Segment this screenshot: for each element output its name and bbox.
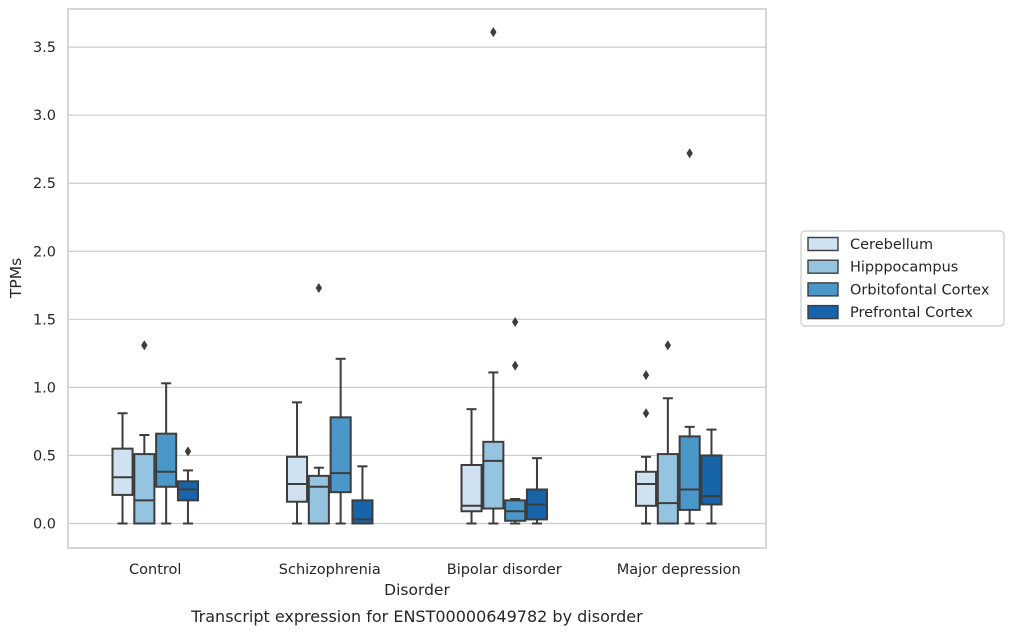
legend-box bbox=[800, 230, 1005, 327]
legend-label: Hipppocampus bbox=[850, 260, 958, 276]
box-1-3 bbox=[656, 340, 679, 525]
outlier-point bbox=[511, 317, 519, 328]
box-0-2 bbox=[460, 408, 483, 525]
legend-swatch bbox=[807, 236, 839, 252]
y-axis-title: TPMs bbox=[7, 258, 25, 299]
box-1-1 bbox=[307, 283, 330, 525]
legend-label: Orbitofontal Cortex bbox=[850, 282, 990, 298]
box-body bbox=[678, 435, 701, 511]
outlier-point bbox=[184, 446, 192, 457]
y-tick-label: 1.5 bbox=[33, 312, 56, 328]
box-body bbox=[307, 474, 330, 525]
box-3-1 bbox=[351, 465, 374, 525]
box-body bbox=[482, 440, 505, 510]
outlier-point bbox=[315, 283, 323, 294]
box-2-2 bbox=[504, 317, 527, 525]
box-1-2 bbox=[482, 27, 505, 525]
x-axis-title: Disorder bbox=[384, 581, 450, 599]
box-0-1 bbox=[285, 401, 309, 525]
legend-swatch bbox=[807, 282, 839, 297]
outlier-point bbox=[686, 148, 693, 159]
chart-caption: Transcript expression for ENST0000064978… bbox=[190, 607, 643, 626]
box-3-2 bbox=[525, 457, 549, 525]
outlier-point bbox=[642, 370, 650, 381]
box-body bbox=[351, 499, 374, 525]
outlier-point bbox=[511, 360, 519, 371]
y-tick-label: 0.0 bbox=[33, 517, 56, 533]
y-tick-label: 3.0 bbox=[33, 108, 56, 124]
box-body bbox=[460, 463, 483, 513]
box-2-1 bbox=[329, 357, 352, 525]
box-body bbox=[634, 470, 658, 507]
x-tick-label: Bipolar disorder bbox=[447, 562, 562, 578]
box-body bbox=[176, 480, 200, 502]
legend-swatch bbox=[807, 259, 839, 274]
x-tick-labels: Control Schizophrenia Bipolar disorder Majo… bbox=[129, 562, 741, 578]
legend: Cerebellum Hipppocampus Orbitofontal Corte… bbox=[800, 230, 1005, 327]
legend-label: Cerebellum bbox=[850, 237, 933, 253]
y-tick-label: 1.0 bbox=[33, 380, 56, 396]
x-tick-label: Major depression bbox=[617, 562, 741, 578]
y-tick-label: 0.5 bbox=[33, 448, 56, 464]
box-body bbox=[285, 455, 309, 503]
y-tick-label: 3.5 bbox=[33, 40, 56, 56]
x-tick-label: Control bbox=[129, 562, 181, 578]
box-body bbox=[700, 454, 723, 506]
legend-label: Prefrontal Cortex bbox=[850, 305, 973, 321]
box-3-3 bbox=[700, 428, 723, 525]
box-2-3 bbox=[678, 148, 701, 525]
boxes bbox=[111, 27, 723, 525]
y-tick-label: 2.0 bbox=[33, 244, 56, 260]
box-body bbox=[656, 453, 679, 525]
box-1-0 bbox=[133, 340, 156, 525]
box-0-3 bbox=[634, 370, 658, 525]
box-0-0 bbox=[111, 412, 134, 525]
y-tick-label: 2.5 bbox=[33, 176, 56, 192]
plot-frame bbox=[67, 8, 767, 549]
y-tick-labels: 0.0 0.5 1.0 1.5 2.0 2.5 3.0 3.5 bbox=[33, 40, 56, 532]
outlier-point bbox=[642, 408, 650, 419]
outlier-point bbox=[141, 340, 148, 351]
outlier-point bbox=[664, 340, 672, 351]
outlier-point bbox=[490, 27, 497, 38]
box-body bbox=[329, 416, 352, 494]
axes-border bbox=[67, 8, 767, 549]
legend-swatch bbox=[807, 304, 839, 320]
box-body bbox=[111, 447, 134, 496]
box-3-0 bbox=[176, 446, 200, 525]
box-body bbox=[155, 432, 178, 488]
box-body bbox=[133, 453, 156, 525]
x-tick-label: Schizophrenia bbox=[279, 562, 381, 578]
box-2-0 bbox=[155, 382, 178, 525]
gridlines bbox=[68, 46, 766, 525]
